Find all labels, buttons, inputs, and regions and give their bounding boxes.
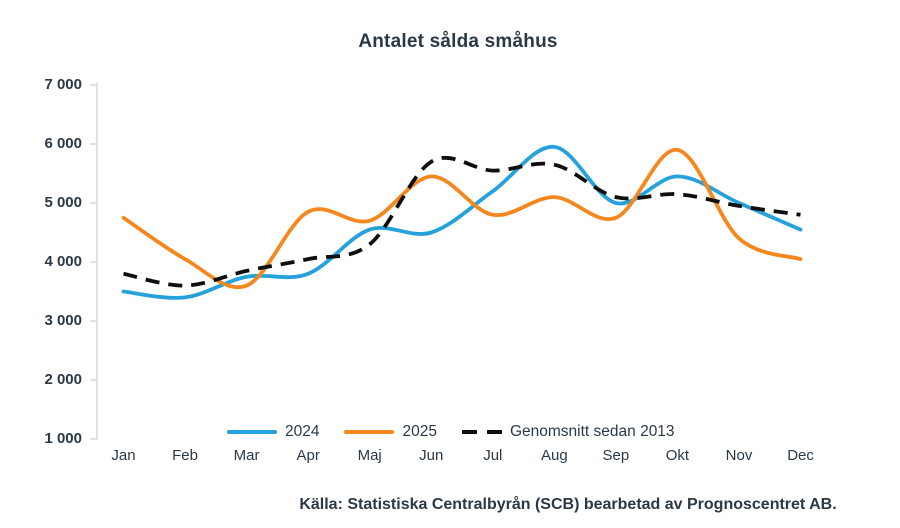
- legend: 2024 2025 Genomsnitt sedan 2013: [227, 423, 675, 441]
- legend-swatch-2025-line: [344, 430, 395, 434]
- x-axis-label: Aug: [540, 447, 568, 464]
- series-line-genomsnitt-sedan-2013: [123, 155, 801, 288]
- page-title: Antalet sålda småhus: [358, 31, 558, 52]
- x-axis-label: Apr: [296, 447, 320, 464]
- legend-item-average: Genomsnitt sedan 2013: [461, 423, 675, 441]
- legend-item-2024: 2024: [227, 423, 319, 441]
- y-axis-label: 6 000: [44, 135, 82, 152]
- x-axis-label: Maj: [357, 447, 382, 464]
- y-axis-label: 2 000: [44, 371, 82, 388]
- y-axis-label: 4 000: [44, 253, 82, 270]
- source-caption: Källa: Statistiska Centralbyrån (SCB) be…: [299, 496, 837, 513]
- legend-label-average: Genomsnitt sedan 2013: [509, 423, 675, 440]
- y-axis-label: 3 000: [44, 312, 82, 329]
- legend-label-2024: 2024: [285, 423, 320, 440]
- x-axis-label: Dec: [787, 447, 814, 464]
- plot-area: [121, 144, 803, 300]
- x-axis-label: Jul: [483, 447, 503, 464]
- y-axis: [90, 83, 98, 440]
- y-axis-label: 5 000: [44, 194, 82, 211]
- x-axis-label: Mar: [233, 447, 260, 464]
- legend-item-2025: 2025: [344, 423, 437, 441]
- x-axis-label: Sep: [602, 447, 630, 464]
- legend-swatch-average-dashed-line: [461, 430, 502, 434]
- legend-label-2025: 2025: [402, 423, 437, 440]
- y-axis-label: 1 000: [44, 430, 82, 447]
- x-axis-label: Feb: [172, 447, 198, 464]
- x-axis-label: Jan: [111, 447, 136, 464]
- x-axis-label: Jun: [419, 447, 444, 464]
- y-axis-label: 7 000: [44, 76, 82, 93]
- x-axis-label: Nov: [725, 447, 753, 464]
- legend-swatch-2024-line: [227, 430, 277, 434]
- series-line-2024: [121, 144, 803, 300]
- x-axis-label: Okt: [665, 447, 690, 464]
- series-line-2025: [121, 148, 803, 290]
